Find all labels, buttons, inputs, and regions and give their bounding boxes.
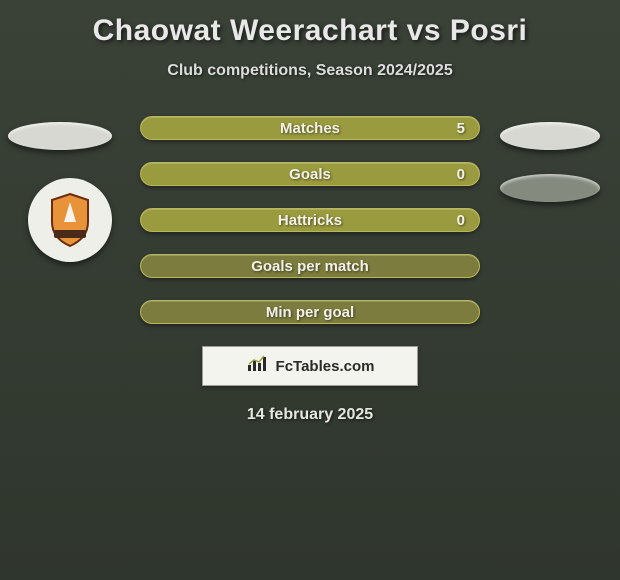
page-title: Chaowat Weerachart vs Posri <box>0 0 620 48</box>
stat-bar: Goals 0 <box>140 162 480 186</box>
footer-brand-text: FcTables.com <box>276 358 375 375</box>
stat-value: 0 <box>457 166 465 183</box>
stat-bar: Min per goal <box>140 300 480 324</box>
page-subtitle: Club competitions, Season 2024/2025 <box>0 62 620 80</box>
stat-value: 0 <box>457 212 465 229</box>
stat-label: Hattricks <box>278 212 342 229</box>
stat-value: 5 <box>457 120 465 137</box>
stat-label: Goals per match <box>251 258 369 275</box>
footer-date: 14 february 2025 <box>0 406 620 424</box>
stat-label: Goals <box>289 166 331 183</box>
stat-row: Goals 0 <box>0 162 620 186</box>
stat-row: Matches 5 <box>0 116 620 140</box>
chart-icon <box>246 355 270 378</box>
stat-label: Min per goal <box>266 304 354 321</box>
stat-label: Matches <box>280 120 340 137</box>
stat-bar: Matches 5 <box>140 116 480 140</box>
stat-row: Goals per match <box>0 254 620 278</box>
footer-brand-box: FcTables.com <box>202 346 418 386</box>
stat-row: Min per goal <box>0 300 620 324</box>
stat-bar: Hattricks 0 <box>140 208 480 232</box>
stat-bar: Goals per match <box>140 254 480 278</box>
stat-row: Hattricks 0 <box>0 208 620 232</box>
